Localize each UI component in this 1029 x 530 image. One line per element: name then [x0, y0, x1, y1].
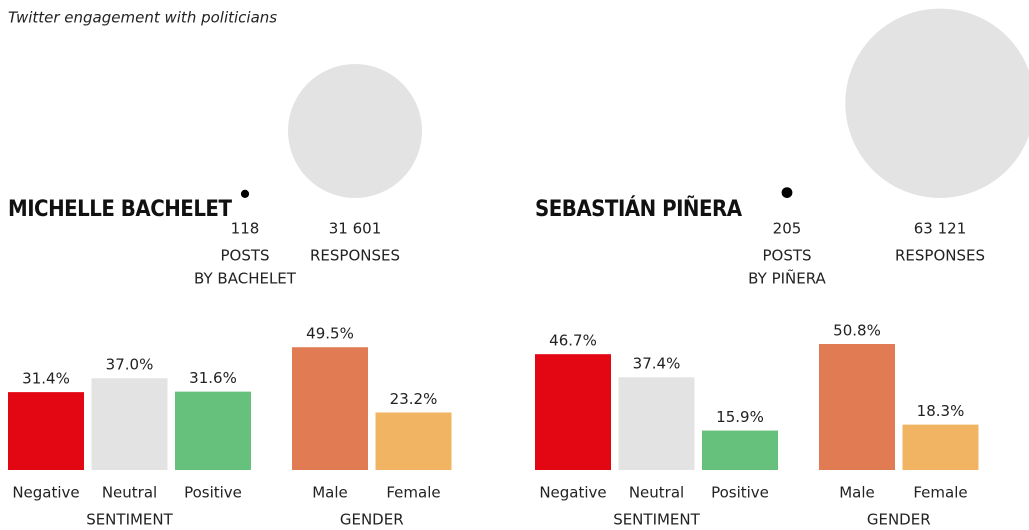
- bar: [91, 378, 168, 470]
- category-label: POSTS: [220, 247, 269, 265]
- annotation: BY BACHELET: [194, 270, 297, 288]
- annotation: BY PIÑERA: [748, 269, 826, 288]
- value-label: 31 601: [329, 220, 382, 238]
- bar: [175, 391, 251, 470]
- value-label: 15.9%: [716, 408, 764, 426]
- value-label: 63 121: [914, 220, 967, 238]
- axis-label: GENDER: [340, 511, 404, 529]
- bar: [702, 430, 778, 470]
- axis-label: SENTIMENT: [86, 511, 173, 529]
- bar: [292, 347, 368, 470]
- category-label: Negative: [539, 484, 606, 502]
- category-label: Male: [839, 484, 875, 502]
- category-label: RESPONSES: [895, 247, 985, 265]
- category-label: RESPONSES: [310, 247, 400, 265]
- value-label: 50.8%: [833, 322, 881, 340]
- value-label: 37.4%: [633, 355, 681, 373]
- bubble: [240, 189, 250, 198]
- value-label: 205: [773, 220, 802, 238]
- value-label: 118: [231, 220, 260, 238]
- axis-label: GENDER: [867, 511, 931, 529]
- category-label: Neutral: [629, 484, 684, 502]
- value-label: 49.5%: [306, 325, 354, 343]
- politician-name: SEBASTIÁN PIÑERA: [535, 196, 743, 222]
- category-label: Negative: [12, 484, 79, 502]
- value-label: 23.2%: [390, 390, 438, 408]
- value-label: 37.0%: [106, 356, 154, 374]
- bubble: [845, 8, 1029, 198]
- category-label: Female: [913, 484, 967, 502]
- axis-label: SENTIMENT: [613, 511, 700, 529]
- category-label: Female: [386, 484, 440, 502]
- category-label: Positive: [711, 484, 769, 502]
- bar: [902, 424, 979, 470]
- bar: [535, 354, 611, 470]
- page-title: Twitter engagement with politicians: [8, 9, 277, 27]
- value-label: 18.3%: [917, 402, 965, 420]
- bar: [618, 377, 695, 470]
- category-label: POSTS: [762, 247, 811, 265]
- category-label: Neutral: [102, 484, 157, 502]
- category-label: Positive: [184, 484, 242, 502]
- politician-name: MICHELLE BACHELET: [8, 197, 232, 222]
- bar: [375, 412, 452, 470]
- bubble: [781, 187, 793, 199]
- value-label: 31.4%: [22, 370, 70, 388]
- value-label: 31.6%: [189, 369, 237, 387]
- bar: [819, 344, 895, 470]
- bubble: [287, 63, 423, 199]
- bar: [8, 392, 84, 470]
- value-label: 46.7%: [549, 332, 597, 350]
- category-label: Male: [312, 484, 348, 502]
